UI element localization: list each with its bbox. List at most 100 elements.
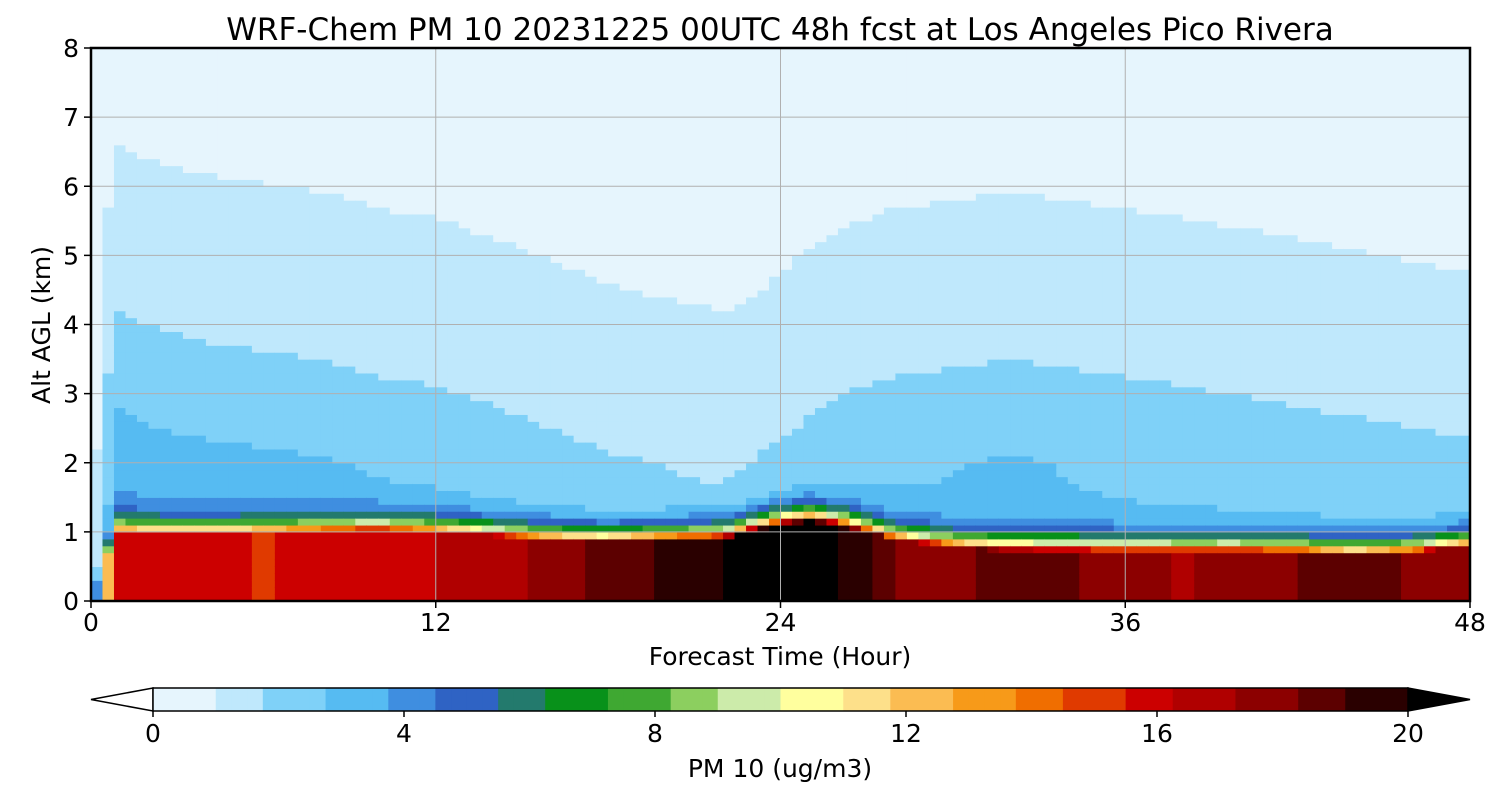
heatmap-cell — [401, 587, 414, 595]
heatmap-cell — [263, 130, 276, 139]
heatmap-cell — [148, 545, 161, 554]
heatmap-cell — [309, 573, 322, 581]
heatmap-cell — [527, 193, 540, 201]
heatmap-cell — [113, 490, 127, 498]
heatmap-cell — [585, 54, 598, 63]
heatmap-cell — [573, 594, 586, 601]
heatmap-cell — [631, 524, 644, 533]
heatmap-cell — [734, 407, 747, 415]
heatmap-cell — [631, 82, 644, 91]
heatmap-cell — [182, 48, 196, 56]
heatmap-cell — [723, 158, 736, 167]
heatmap-cell — [366, 179, 379, 187]
heatmap-cell — [91, 531, 104, 540]
heatmap-cell — [458, 331, 471, 339]
heatmap-cell — [136, 296, 150, 305]
heatmap-cell — [585, 331, 598, 339]
heatmap-cell — [780, 269, 793, 277]
heatmap-cell — [217, 372, 230, 381]
heatmap-cell — [343, 379, 356, 388]
heatmap-cell — [274, 241, 287, 250]
heatmap-cell — [148, 442, 161, 450]
heatmap-cell — [435, 89, 448, 97]
heatmap-cell — [654, 462, 667, 471]
heatmap-cell — [320, 469, 333, 478]
heatmap-cell — [355, 442, 368, 450]
heatmap-cell — [677, 455, 690, 464]
heatmap-cell — [228, 310, 241, 319]
heatmap-cell — [677, 110, 690, 118]
heatmap-cell — [573, 442, 586, 450]
heatmap-cell — [148, 400, 161, 409]
heatmap-cell — [780, 200, 793, 208]
heatmap-cell — [481, 151, 494, 160]
heatmap-cell — [378, 179, 391, 187]
heatmap-cell — [136, 331, 150, 339]
heatmap-cell — [585, 497, 598, 505]
heatmap-cell — [125, 594, 138, 601]
heatmap-cell — [700, 269, 713, 277]
heatmap-cell — [125, 255, 138, 263]
heatmap-cell — [435, 296, 448, 305]
heatmap-cell — [493, 75, 506, 84]
heatmap-cell — [366, 469, 379, 478]
heatmap-cell — [654, 117, 667, 125]
heatmap-cell — [286, 296, 299, 305]
heatmap-cell — [136, 379, 150, 388]
heatmap-cell — [619, 186, 632, 194]
heatmap-cell — [240, 331, 253, 339]
heatmap-cell — [113, 276, 127, 284]
heatmap-cell — [171, 269, 184, 277]
heatmap-cell — [504, 269, 517, 277]
heatmap-cell — [228, 117, 241, 125]
heatmap-cell — [481, 179, 494, 187]
heatmap-cell — [562, 234, 575, 243]
heatmap-cell — [562, 573, 575, 581]
heatmap-cell — [228, 504, 241, 512]
heatmap-cell — [205, 338, 219, 346]
heatmap-cell — [332, 289, 345, 298]
heatmap-cell — [481, 538, 494, 547]
heatmap-cell — [217, 137, 230, 146]
heatmap-cell — [791, 241, 805, 250]
heatmap-cell — [504, 518, 517, 526]
heatmap-cell — [332, 359, 345, 367]
heatmap-cell — [263, 428, 276, 436]
heatmap-cell — [194, 545, 207, 554]
heatmap-cell — [493, 490, 506, 498]
heatmap-cell — [780, 172, 793, 180]
heatmap-cell — [677, 172, 690, 180]
heatmap-cell — [412, 75, 425, 84]
heatmap-cell — [113, 255, 127, 263]
heatmap-cell — [113, 137, 127, 146]
heatmap-cell — [458, 200, 471, 208]
heatmap-cell — [194, 172, 207, 180]
heatmap-cell — [700, 400, 713, 409]
heatmap-cell — [113, 310, 127, 319]
heatmap-cell — [619, 497, 632, 505]
heatmap-cell — [803, 372, 816, 381]
heatmap-cell — [297, 580, 310, 588]
heatmap-cell — [435, 151, 448, 160]
heatmap-cell — [746, 345, 759, 353]
heatmap-cell — [228, 538, 241, 547]
heatmap-cell — [274, 566, 287, 574]
heatmap-cell — [366, 137, 379, 146]
heatmap-cell — [412, 206, 425, 215]
heatmap-cell — [286, 130, 299, 139]
heatmap-cell — [159, 75, 173, 84]
heatmap-cell — [711, 421, 724, 429]
heatmap-cell — [481, 442, 494, 450]
heatmap-cell — [550, 117, 563, 125]
heatmap-cell — [654, 538, 667, 547]
heatmap-cell — [205, 269, 219, 277]
heatmap-cell — [769, 462, 782, 471]
heatmap-cell — [493, 421, 506, 429]
heatmap-cell — [447, 158, 460, 167]
heatmap-cell — [458, 400, 471, 409]
heatmap-cell — [654, 400, 667, 409]
heatmap-cell — [654, 262, 667, 270]
heatmap-cell — [148, 462, 161, 471]
heatmap-cell — [332, 96, 345, 104]
heatmap-cell — [447, 193, 460, 201]
